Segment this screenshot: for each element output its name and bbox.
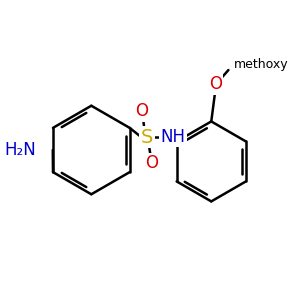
Text: O: O: [209, 75, 222, 93]
Text: S: S: [141, 128, 153, 147]
Text: H₂N: H₂N: [4, 141, 36, 159]
Text: O: O: [146, 154, 158, 172]
Text: NH: NH: [160, 128, 185, 146]
Text: O: O: [135, 102, 148, 120]
Text: methoxy: methoxy: [234, 58, 289, 71]
